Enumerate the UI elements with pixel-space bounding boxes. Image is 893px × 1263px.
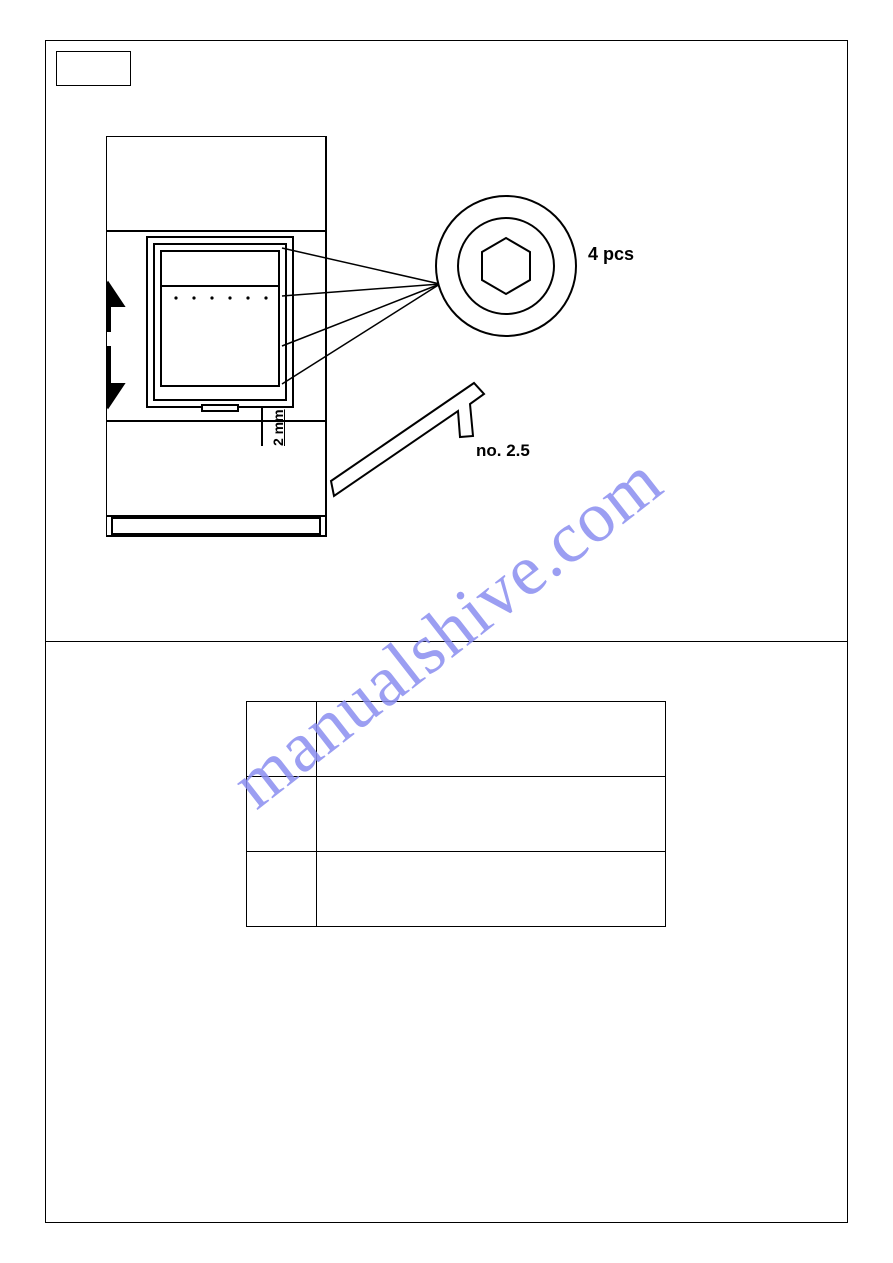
cell bbox=[317, 702, 666, 777]
label-gap: 2 mm bbox=[270, 409, 286, 446]
cell bbox=[247, 777, 317, 852]
label-4pcs: 4 pcs bbox=[588, 244, 634, 265]
diagram-svg bbox=[106, 136, 706, 616]
table-row bbox=[247, 702, 666, 777]
header-small-box bbox=[56, 51, 131, 86]
page-border: 4 pcs no. 2.5 2 mm bbox=[45, 40, 848, 1223]
table-row bbox=[247, 852, 666, 927]
cell bbox=[247, 702, 317, 777]
cell bbox=[317, 777, 666, 852]
label-tool-size: no. 2.5 bbox=[476, 441, 530, 461]
cell bbox=[247, 852, 317, 927]
table-row bbox=[247, 777, 666, 852]
cell bbox=[317, 852, 666, 927]
info-table bbox=[246, 701, 666, 927]
section-divider bbox=[46, 641, 847, 642]
assembly-diagram: 4 pcs no. 2.5 2 mm bbox=[106, 136, 706, 616]
